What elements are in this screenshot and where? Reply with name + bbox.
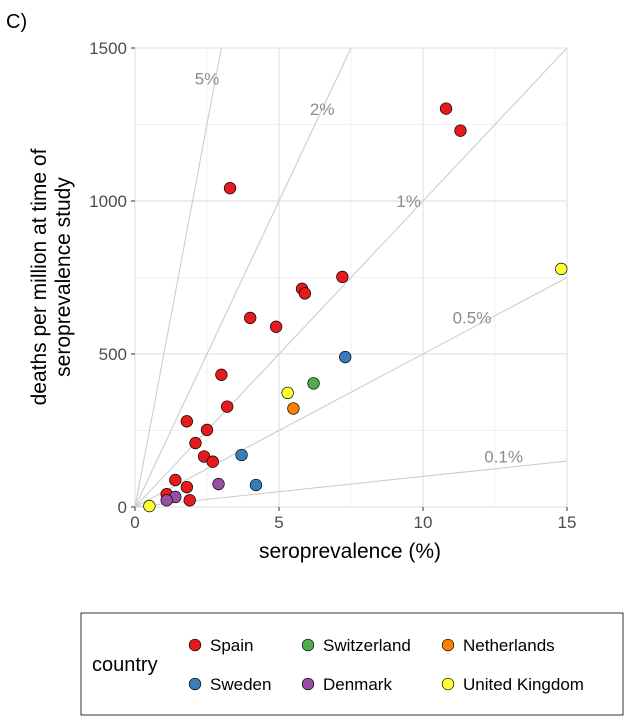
data-point-spain <box>206 455 219 468</box>
legend-label: Denmark <box>323 675 392 694</box>
data-point-switzerland <box>307 377 320 390</box>
data-point-netherlands <box>287 402 300 415</box>
legend-key-spain <box>188 638 202 652</box>
y-tick-label: 0 <box>118 498 127 517</box>
data-point-spain <box>189 436 202 450</box>
data-point-spain <box>244 311 257 325</box>
data-point-united-kingdom <box>555 262 568 276</box>
x-tick-label: 5 <box>274 513 283 532</box>
data-point-sweden <box>249 478 263 492</box>
data-point-spain <box>180 480 193 494</box>
x-tick-label: 10 <box>414 513 433 532</box>
data-point-spain <box>454 124 467 137</box>
legend-title: country <box>92 654 158 676</box>
ifr-reference-lines: 5% 2% 1% 0.5% 0.1% <box>135 48 567 507</box>
data-point-spain <box>298 287 312 300</box>
y-axis-title: deaths per million at time of seropreval… <box>28 148 75 405</box>
legend-key-netherlands <box>441 638 455 652</box>
x-axis-title: seroprevalence (%) <box>259 540 441 563</box>
y-tick-label: 1000 <box>89 192 127 211</box>
ifr-label: 1% <box>396 192 421 211</box>
legend-box <box>80 612 624 716</box>
data-point-united-kingdom <box>281 386 294 400</box>
ifr-label: 0.1% <box>484 448 523 467</box>
data-point-spain <box>183 494 196 507</box>
data-point-spain <box>223 181 237 195</box>
ifr-line-2pct <box>135 48 352 507</box>
legend-label: Spain <box>210 636 253 655</box>
legend-key-sweden <box>188 677 202 691</box>
data-point-spain <box>169 473 182 487</box>
legend-key-switzerland <box>301 638 315 652</box>
data-point-sweden <box>339 350 352 364</box>
legend-label: Netherlands <box>463 636 555 655</box>
data-point-denmark <box>212 477 225 491</box>
legend: country Spain Switzerland Netherlands Swede… <box>80 612 624 716</box>
x-tick-label: 0 <box>130 513 139 532</box>
ifr-line-0_1pct <box>135 460 567 507</box>
legend-label: Sweden <box>210 675 271 694</box>
legend-key-united-kingdom <box>441 677 455 691</box>
axes: 0 5 10 15 0 500 1000 1500 <box>89 39 576 532</box>
y-tick-label: 1500 <box>89 39 127 58</box>
legend-key-denmark <box>301 677 315 691</box>
legend-label: United Kingdom <box>463 675 584 694</box>
y-tick-label: 500 <box>99 345 127 364</box>
ifr-label: 2% <box>310 100 335 119</box>
data-point-united-kingdom <box>143 499 156 513</box>
legend-label: Switzerland <box>323 636 411 655</box>
x-tick-label: 15 <box>558 513 577 532</box>
data-point-spain <box>200 423 214 437</box>
ifr-line-5pct <box>135 48 222 507</box>
y-axis-title-line-2: seroprevalence study <box>52 177 75 377</box>
ifr-label: 0.5% <box>453 308 492 327</box>
data-point-spain <box>215 368 228 381</box>
data-points <box>143 102 568 513</box>
data-point-sweden <box>235 448 248 462</box>
data-point-spain <box>439 102 453 115</box>
data-point-spain <box>221 400 234 413</box>
ifr-label: 5% <box>195 70 220 89</box>
panel-label: C) <box>6 11 27 33</box>
data-point-denmark <box>160 494 173 507</box>
ifr-line-0_5pct <box>135 277 567 507</box>
data-point-spain <box>336 270 349 284</box>
y-axis-title-line-1: deaths per million at time of <box>28 148 51 405</box>
data-point-spain <box>269 320 283 333</box>
data-point-spain <box>180 415 193 428</box>
